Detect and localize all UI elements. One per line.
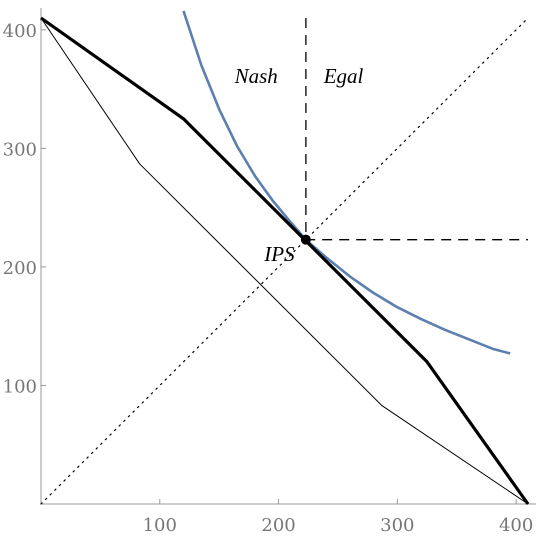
series-line-dotted [40,17,529,505]
series-line-curve [182,10,511,355]
annotation-nash: Nash [234,64,278,88]
series-line-thin-solid [40,17,529,505]
x-tick-label-200: 200 [261,515,295,536]
x-tick-label-400: 400 [499,515,533,536]
y-tick-label-400: 400 [3,21,37,42]
y-tick-label-200: 200 [3,258,37,279]
y-tick-label-100: 100 [3,376,37,397]
annotation-egal: Egal [323,64,364,88]
series-line-dashed [305,18,528,241]
annotations-layer: Nash Egal IPS [234,64,364,266]
x-tick-label-300: 300 [380,515,414,536]
points-layer [300,234,311,245]
annotation-ips: IPS [263,242,295,266]
x-tick-label-100: 100 [143,515,177,536]
y-tick-label-300: 300 [3,139,37,160]
axes: 100 200 300 400 100 200 300 400 [3,8,536,536]
point-ips [300,234,311,245]
